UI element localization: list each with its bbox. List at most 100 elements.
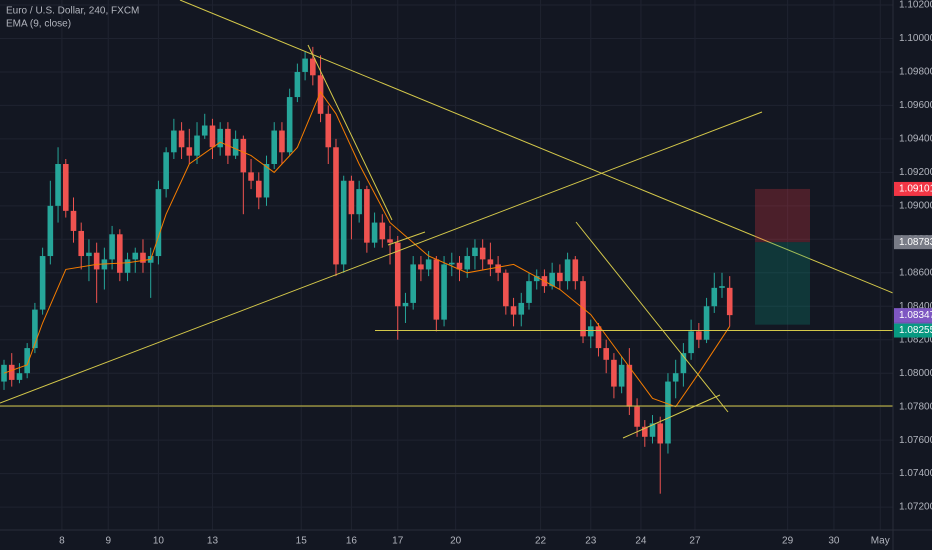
x-tick-label: 24 [635,536,647,547]
candle-body [626,364,633,407]
candle-body [201,125,208,136]
candle-body [171,130,177,153]
candle-body [387,239,393,243]
candle-body [634,406,640,427]
candle-body [649,423,656,437]
y-tick-label: 1.07600 [899,435,932,446]
candle-body [549,272,555,287]
candle-body [456,262,463,270]
candle-body [124,259,131,273]
candle-body [564,259,571,282]
x-tick-label: May [871,536,890,547]
plot [1,46,733,494]
y-tick-label: 1.09000 [899,200,932,211]
candle-body [232,138,239,156]
overlay [375,188,893,332]
candle-body [410,264,416,303]
y-tick-label: 1.10000 [899,33,932,44]
candle-body [209,125,216,148]
candle-body [109,234,115,260]
trend-line [575,221,729,413]
candle-body [364,189,370,243]
candle-body [286,97,293,153]
candle-body [8,364,15,380]
candle-body [495,264,501,273]
indicator-label: EMA (9, close) [6,19,71,30]
candle-body [248,172,254,181]
candle-body [325,113,332,148]
last-price-label: 1.08347 [899,310,932,321]
candle-body [719,286,725,288]
candle-body [603,348,609,360]
candle-body [24,348,30,374]
candle-body [70,210,77,231]
candle-body [132,252,139,260]
y-tick-label: 1.09800 [899,67,932,78]
candle-body [557,272,563,282]
candle-body [371,222,378,243]
x-tick-label: 13 [207,536,219,547]
candle-body [726,287,733,316]
candle-body [333,147,339,265]
x-tick-label: 27 [689,536,701,547]
candle-body [86,252,92,257]
x-tick-label: 9 [105,536,111,547]
candle-body [178,130,185,148]
candle-body [117,234,123,273]
x-tick-label: 20 [450,536,462,547]
candle-body [618,364,625,387]
candle-body [479,247,486,260]
candle-body [39,256,46,310]
candle-body [518,302,525,315]
candle-body [279,130,285,153]
last-price-label-box [894,308,932,323]
x-tick-label: 22 [535,536,547,547]
line-price-label: 1.08255 [899,325,932,336]
y-tick-label: 1.09400 [899,134,932,145]
candle-body [140,252,146,263]
trend-line [0,111,763,404]
y-tick-label: 1.09200 [899,167,932,178]
candle-body [32,309,38,349]
candle-body [587,326,594,337]
y-tick-label: 1.08200 [899,334,932,345]
line-price-label-box [894,323,932,338]
candle-body [78,230,85,257]
candle-body [472,247,478,257]
candle-body [503,272,509,307]
candle-body [62,164,69,211]
candle-body [317,75,324,114]
stop-price-label-box [894,181,932,196]
x-tick-label: 29 [782,536,794,547]
candle-body [487,259,494,265]
candle-body [225,128,231,156]
candle-body [448,262,455,265]
y-tick-label: 1.10200 [899,0,932,11]
candle-body [533,276,540,282]
y-tick-label: 1.09600 [899,100,932,111]
candle-body [271,130,278,165]
candle-body [464,256,471,270]
entry-price-label-box [894,235,932,250]
y-tick-label: 1.08000 [899,368,932,379]
candle-body [611,359,617,387]
candle-body [348,180,355,215]
candle-body [657,423,664,444]
candle-body [394,242,401,307]
trend-lines [0,0,894,439]
candle-body [665,381,671,444]
candle-body [47,205,54,257]
candle-body [194,135,200,156]
candle-body [572,259,579,282]
x-tick-label: 10 [153,536,165,547]
candle-body [379,222,386,240]
x-tick-label: 8 [59,536,65,547]
candle-body [93,252,100,270]
candle-body [302,58,308,72]
candle-body [688,331,694,354]
candle-body [680,353,687,374]
x-tick-label: 17 [392,536,404,547]
x-tick-label: 16 [346,536,358,547]
